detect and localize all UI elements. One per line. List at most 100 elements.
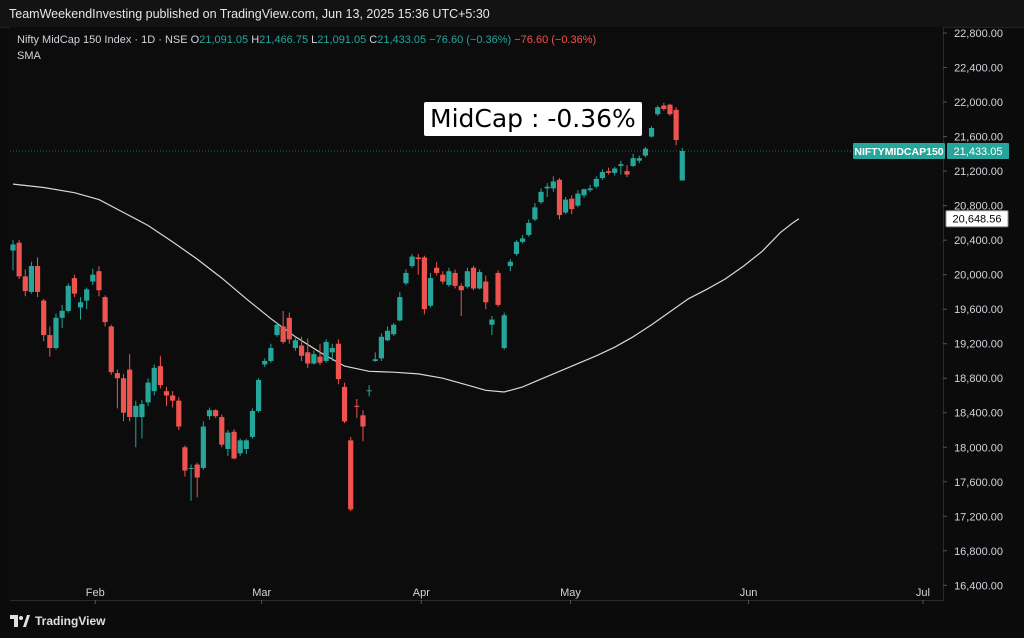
- y-tick-label: 17,600.00: [954, 477, 1003, 489]
- candle-body: [139, 404, 145, 418]
- y-tick-label: 19,200.00: [954, 339, 1003, 351]
- candle-body: [470, 267, 477, 289]
- publish-text: TeamWeekendInvesting published on Tradin…: [9, 7, 490, 21]
- tradingview-icon: [10, 615, 30, 627]
- symbol-name: Nifty MidCap 150 Index · 1D · NSE: [17, 34, 188, 46]
- y-tick-label: 21,600.00: [954, 132, 1003, 144]
- candle-body: [114, 373, 120, 379]
- candle-body: [47, 335, 53, 349]
- candle-body: [329, 348, 335, 353]
- candle-body: [434, 267, 440, 273]
- candle-body: [384, 330, 391, 341]
- last-price-box: [947, 143, 1009, 160]
- candle-body: [507, 261, 513, 267]
- candle-body: [108, 326, 114, 373]
- candle-body: [391, 324, 397, 335]
- candle-body: [513, 241, 520, 254]
- candle-body: [648, 127, 655, 137]
- candle-body: [360, 415, 366, 427]
- candle-body: [170, 395, 176, 401]
- candle-body: [378, 336, 384, 359]
- candle-body: [575, 193, 581, 206]
- high-label: H: [251, 34, 260, 46]
- y-tick-label: 20,800.00: [954, 201, 1003, 213]
- candle-body: [286, 317, 292, 340]
- candle-body: [176, 400, 182, 427]
- candle-body: [225, 432, 231, 449]
- candle-body: [231, 431, 237, 459]
- y-tick-label: 22,000.00: [954, 97, 1003, 109]
- y-tick-label: 22,800.00: [954, 28, 1003, 40]
- change-value-2: −76.60 (−0.36%): [514, 34, 597, 46]
- candle-body: [213, 410, 219, 417]
- candle-body: [10, 244, 16, 251]
- candle-body: [464, 271, 470, 287]
- x-tick-label: Feb: [86, 587, 105, 599]
- candle-body: [427, 278, 434, 306]
- y-tick-label: 18,000.00: [954, 442, 1003, 454]
- candle-body: [305, 352, 311, 364]
- candle-body: [219, 417, 225, 445]
- candle-body: [403, 272, 409, 284]
- candle-body: [249, 411, 256, 437]
- candle-body: [311, 354, 317, 364]
- tradingview-logo[interactable]: TradingView: [10, 614, 105, 628]
- open-value: 21,091.05: [199, 34, 249, 46]
- annotation-text: MidCap : -0.36%: [424, 102, 642, 136]
- candle-body: [102, 297, 108, 323]
- candle-body: [544, 186, 550, 189]
- candle-body: [452, 272, 458, 286]
- candle-body: [298, 345, 305, 356]
- candle-body: [409, 256, 415, 267]
- candle-body: [127, 369, 133, 418]
- x-tick-label: Apr: [413, 587, 430, 599]
- y-tick-label: 17,200.00: [954, 511, 1003, 523]
- candle-body: [194, 464, 200, 478]
- candle-body: [477, 272, 483, 289]
- candle-body: [618, 164, 624, 166]
- candle-body: [605, 171, 612, 173]
- candle-body: [372, 359, 378, 361]
- y-tick-label: 18,400.00: [954, 408, 1003, 420]
- candle-body: [53, 317, 59, 349]
- x-tick-label: Jun: [740, 587, 758, 599]
- candle-body: [581, 189, 587, 196]
- candle-body: [366, 390, 372, 392]
- candle-body: [679, 151, 685, 181]
- candle-body: [661, 105, 667, 109]
- candle-body: [599, 171, 606, 179]
- candle-body: [133, 405, 139, 418]
- candle-body: [440, 274, 446, 282]
- candle-body: [237, 440, 243, 454]
- candle-body: [59, 310, 65, 318]
- candle-body: [569, 198, 575, 210]
- candle-body: [335, 343, 342, 380]
- sma-line: [12, 183, 800, 393]
- sma-price-tag: 20,648.56: [953, 214, 1002, 226]
- indicator-legend[interactable]: SMA: [17, 50, 41, 62]
- candle-body: [16, 242, 22, 277]
- candle-body: [157, 366, 163, 386]
- candle-body: [495, 272, 501, 305]
- candle-body: [655, 107, 661, 115]
- footer: [0, 608, 1024, 638]
- candle-body: [280, 326, 286, 342]
- last-price-tag: 21,433.05: [954, 146, 1003, 158]
- candle-body: [354, 405, 360, 407]
- sma-price-box: [945, 210, 1009, 228]
- candle-body: [182, 447, 188, 471]
- candle-body: [348, 440, 354, 510]
- candle-body: [636, 158, 642, 161]
- y-tick-label: 20,400.00: [954, 235, 1003, 247]
- y-tick-label: 18,800.00: [954, 373, 1003, 385]
- candle-body: [243, 440, 249, 449]
- candle-body: [145, 382, 151, 403]
- y-tick-label: 20,000.00: [954, 270, 1003, 282]
- candle-body: [317, 356, 323, 363]
- x-tick-label: Jul: [916, 587, 930, 599]
- candle-body: [446, 271, 452, 286]
- candle-body: [612, 168, 618, 173]
- candle-body: [41, 300, 47, 336]
- y-tick-label: 21,200.00: [954, 166, 1003, 178]
